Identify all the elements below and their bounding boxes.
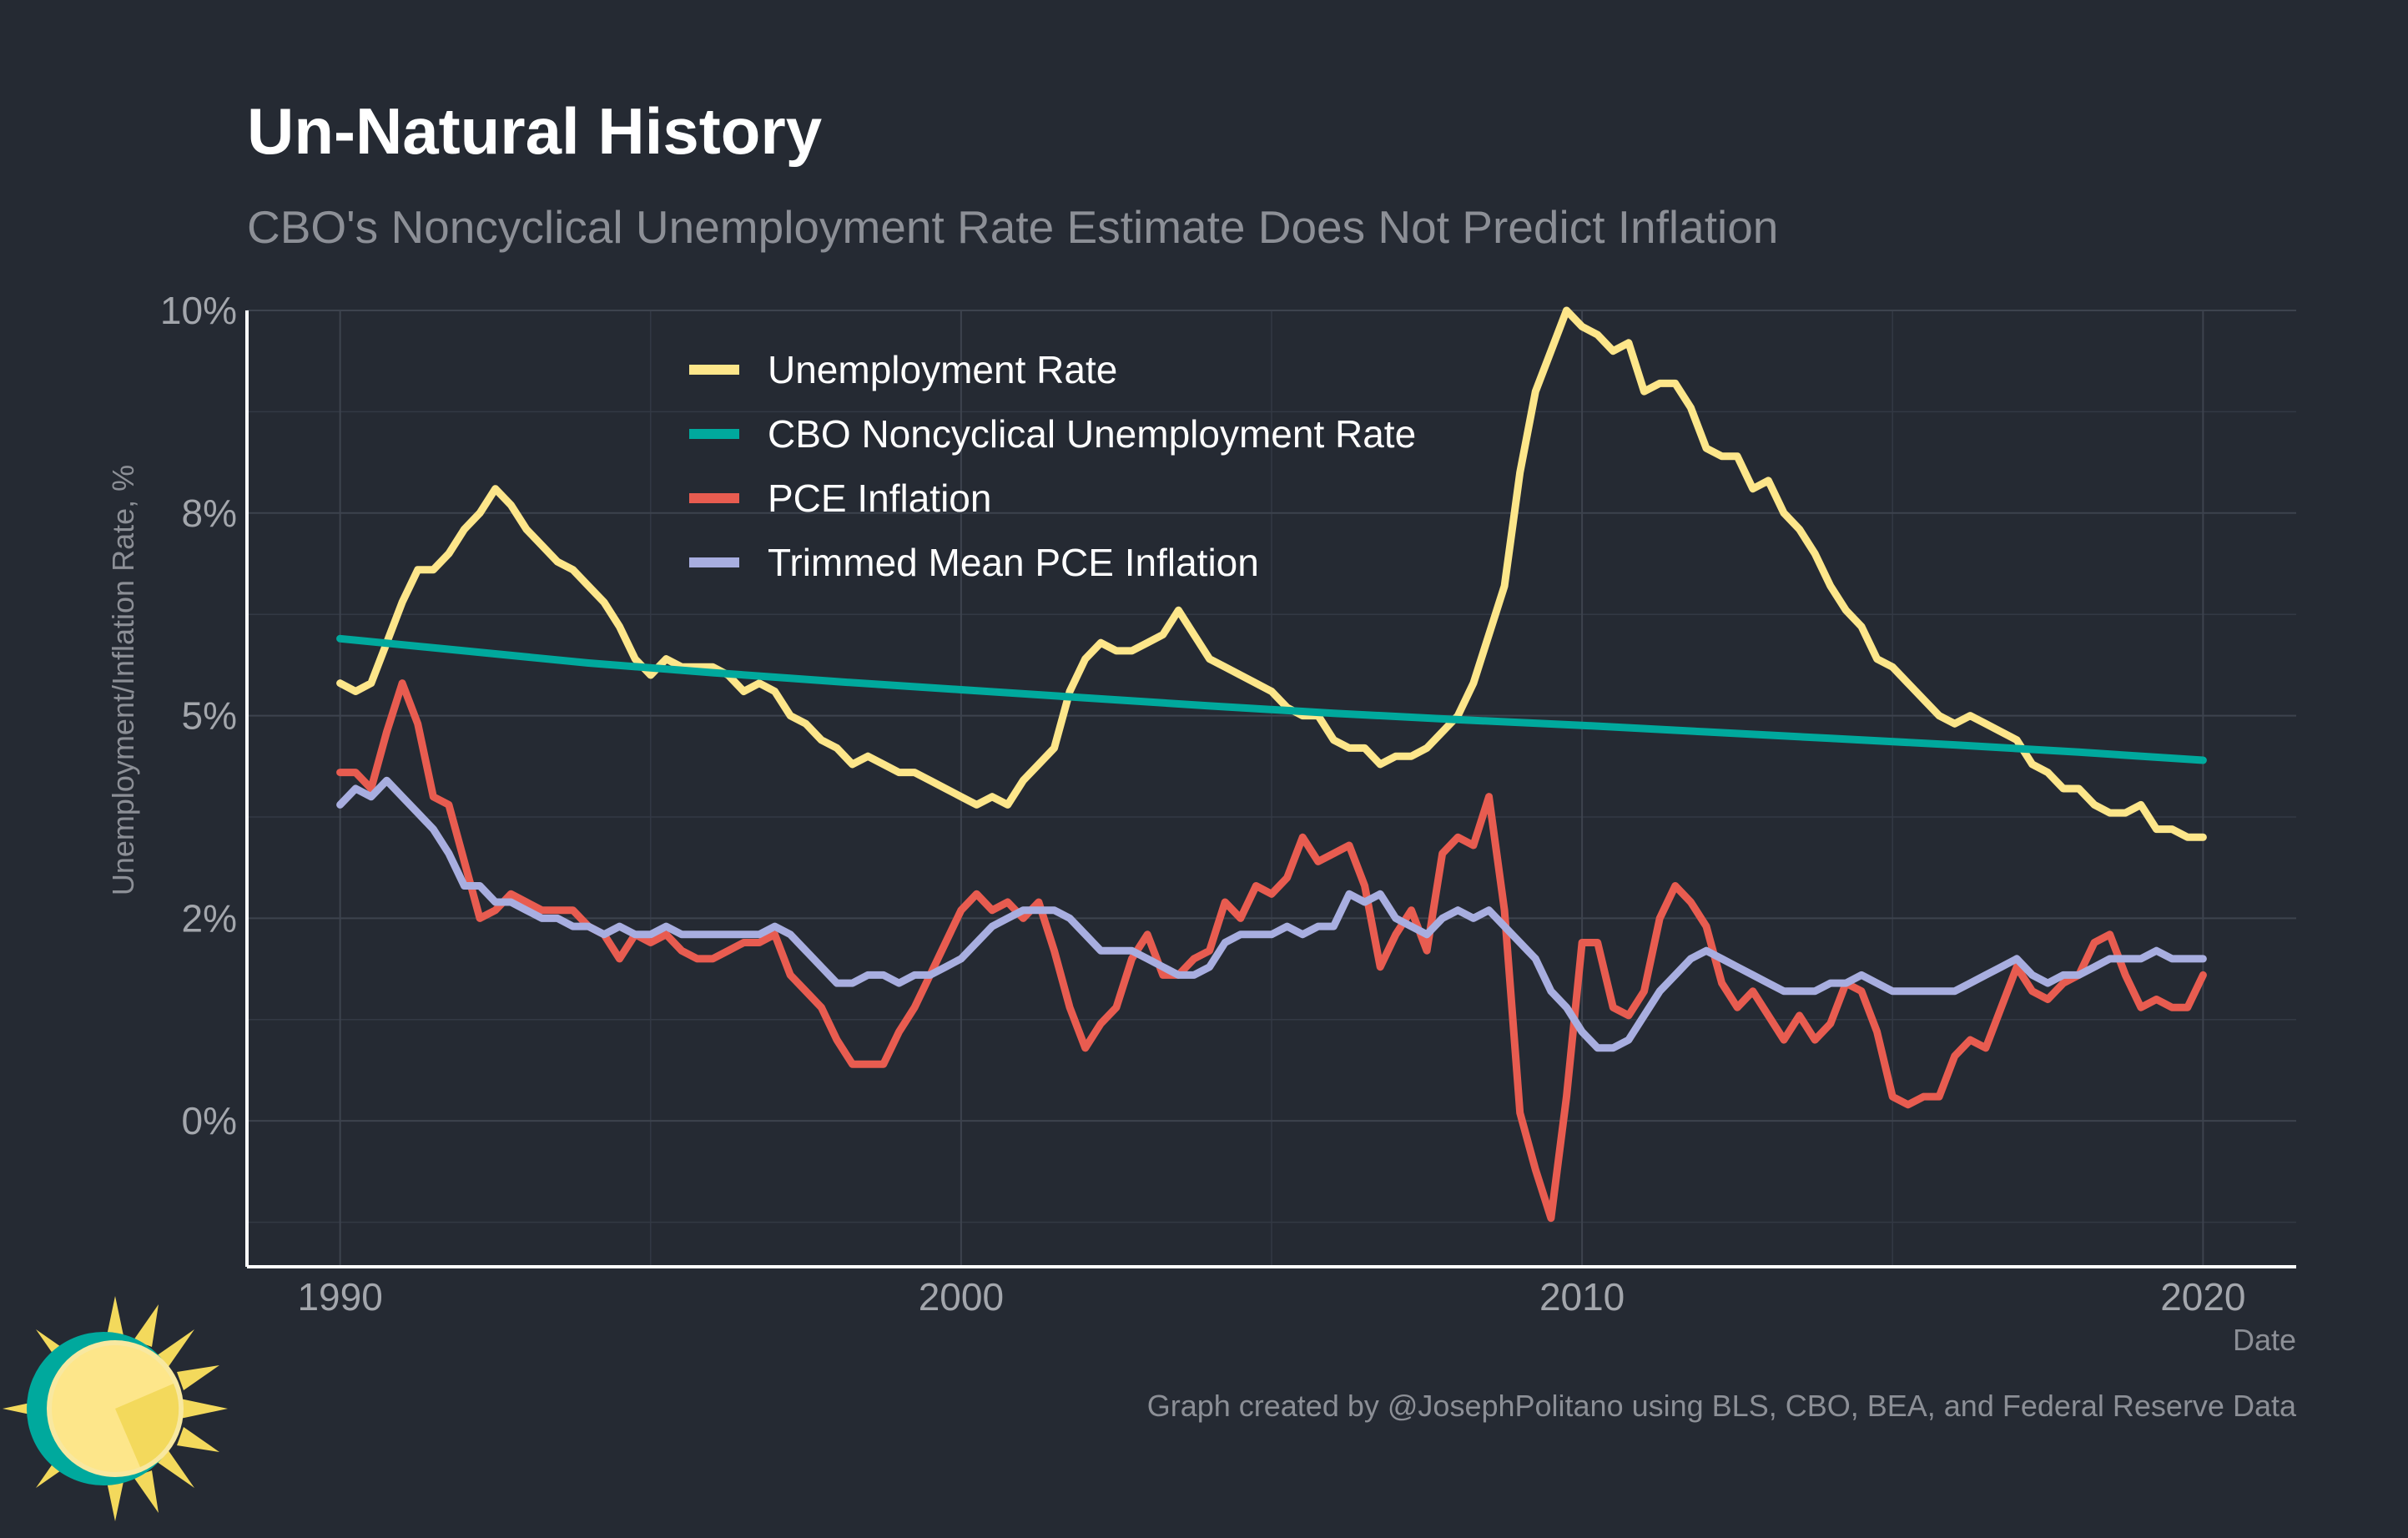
series-line-trimmed-mean-pce-inflation bbox=[336, 776, 2207, 1052]
series-lines bbox=[336, 306, 2207, 1223]
sun-logo-icon bbox=[3, 1296, 228, 1521]
gridlines bbox=[247, 310, 2296, 1267]
chart-subtitle: CBO's Noncyclical Unemployment Rate Esti… bbox=[247, 201, 1779, 253]
chart-title: Un-Natural History bbox=[247, 94, 823, 168]
series-line-cbo-noncyclical-unemployment-rate bbox=[336, 634, 2207, 764]
y-tick-label: 2% bbox=[182, 896, 237, 940]
x-tick-label: 1990 bbox=[297, 1275, 382, 1319]
legend: Unemployment Rate CBO Noncyclical Unemplo… bbox=[689, 348, 1416, 584]
x-axis-title: Date bbox=[2232, 1323, 2296, 1357]
series-line-pce-inflation bbox=[336, 679, 2207, 1223]
legend-label: Unemployment Rate bbox=[768, 348, 1117, 391]
legend-label: Trimmed Mean PCE Inflation bbox=[768, 541, 1259, 584]
x-tick-label: 2020 bbox=[2160, 1275, 2245, 1319]
legend-label: PCE Inflation bbox=[768, 477, 991, 520]
series-line-unemployment-rate bbox=[336, 306, 2207, 841]
y-tick-label: 5% bbox=[182, 694, 237, 738]
y-tick-label: 0% bbox=[182, 1099, 237, 1142]
x-tick-label: 2010 bbox=[1539, 1275, 1625, 1319]
y-tick-label: 10% bbox=[160, 289, 237, 332]
legend-label: CBO Noncyclical Unemployment Rate bbox=[768, 412, 1416, 456]
source-caption: Graph created by @JosephPolitano using B… bbox=[1146, 1389, 2296, 1423]
x-tick-label: 2000 bbox=[919, 1275, 1004, 1319]
y-tick-label: 8% bbox=[182, 492, 237, 535]
y-axis-title: Unemployment/Inflation Rate, % bbox=[106, 465, 140, 895]
axes: 1990 2000 2010 2020 0% 2% 5% 8% 10% Unemployment/… bbox=[106, 289, 2296, 1319]
